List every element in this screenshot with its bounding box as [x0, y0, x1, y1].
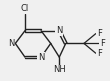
- Text: NH: NH: [53, 65, 66, 74]
- Text: N: N: [56, 26, 62, 35]
- Text: F: F: [97, 49, 102, 58]
- Text: F: F: [97, 29, 102, 38]
- Text: N: N: [8, 39, 14, 48]
- Text: Cl: Cl: [21, 4, 29, 13]
- Text: N: N: [38, 53, 44, 62]
- Text: F: F: [100, 39, 105, 48]
